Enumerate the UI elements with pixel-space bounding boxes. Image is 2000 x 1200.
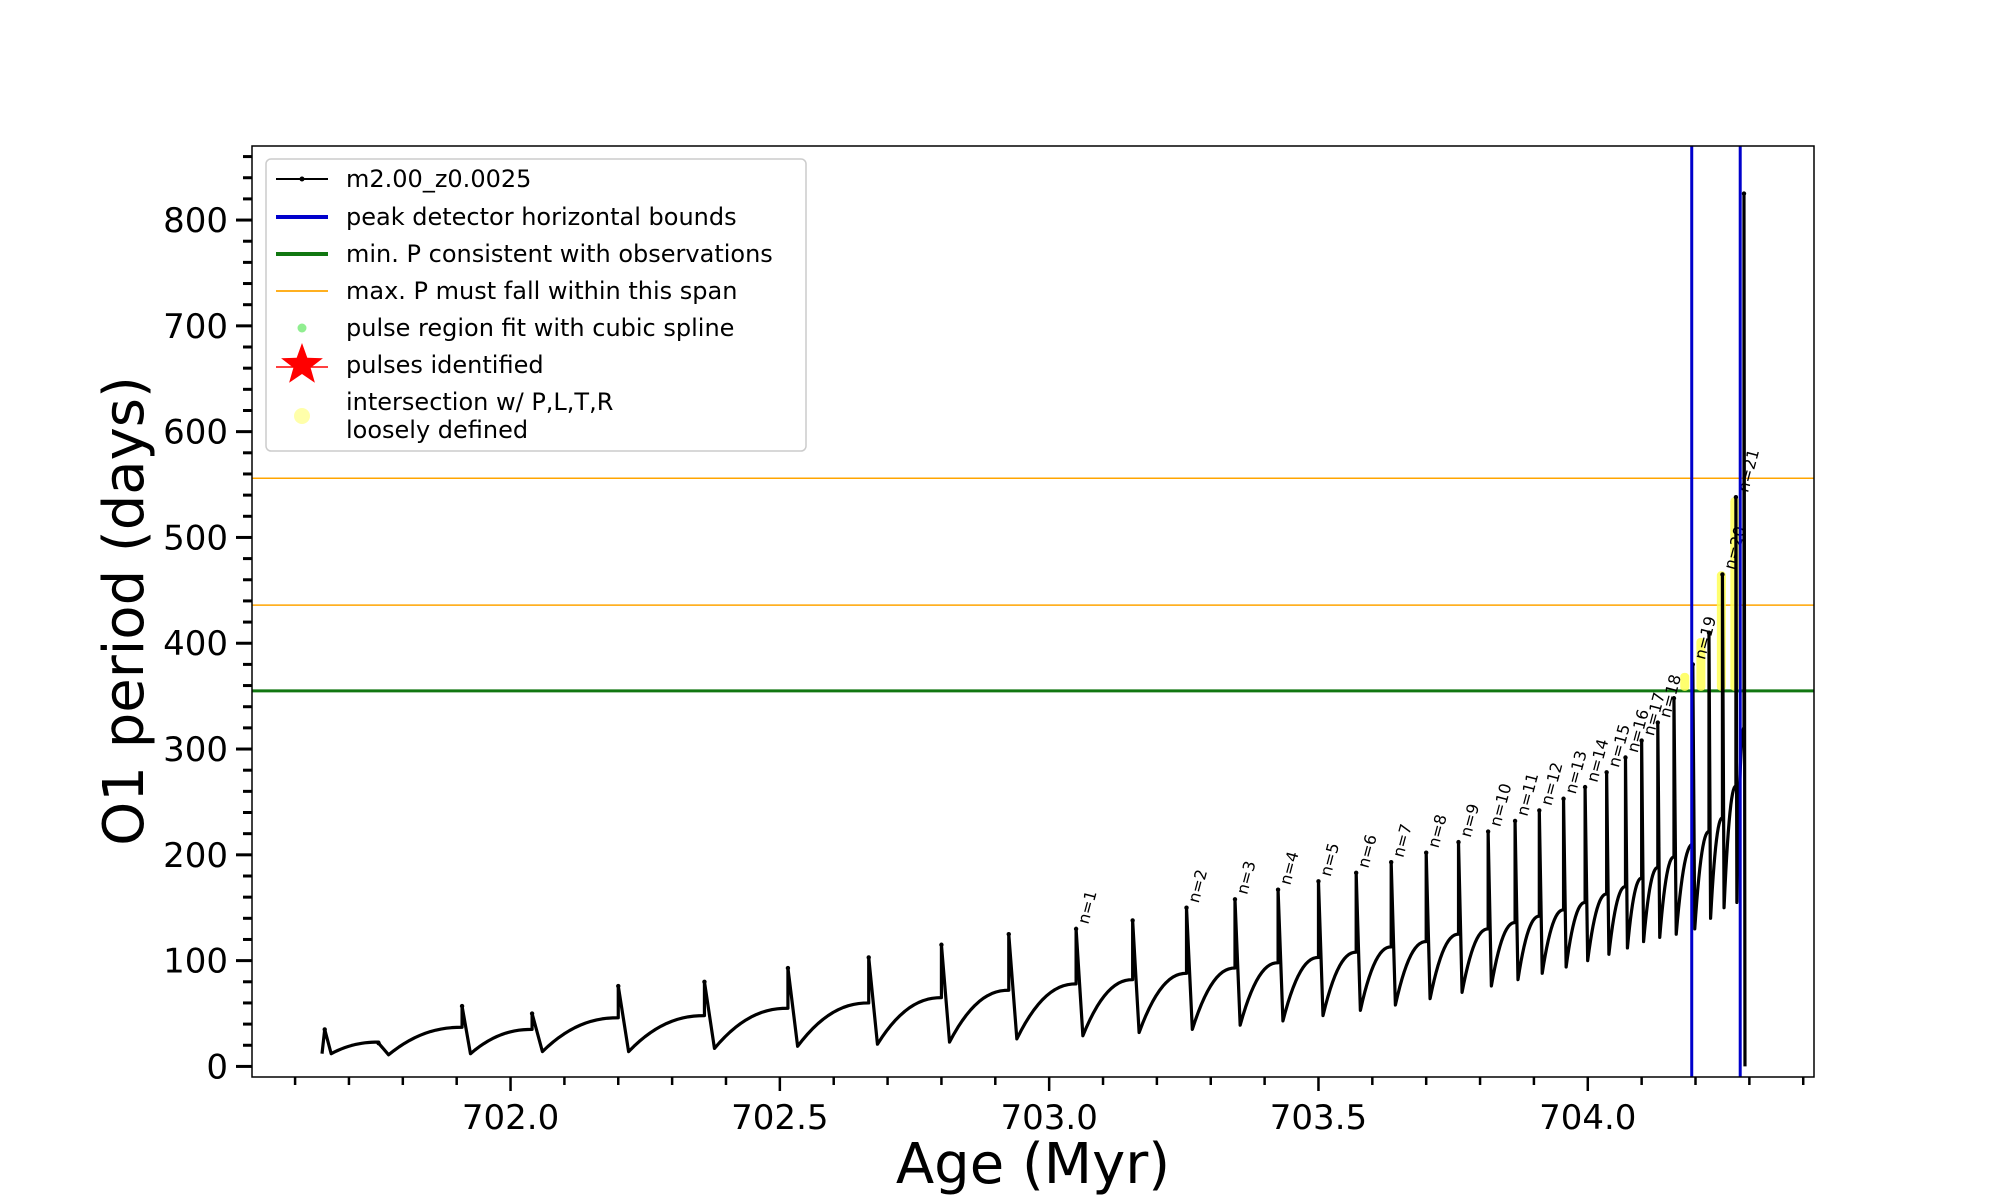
- x-axis-title: Age (Myr): [896, 1132, 1170, 1197]
- pulse-peak-point-11: [1130, 918, 1135, 923]
- pulse-peak-point-33: [1733, 495, 1739, 500]
- highlight-region-1: [1696, 637, 1706, 691]
- pulse-peak-point-34: [1741, 191, 1747, 196]
- x-tick-label-3: 703.5: [1270, 1098, 1367, 1138]
- legend-box: [265, 158, 807, 452]
- y-tick-label-6: 600: [163, 413, 228, 453]
- pulse-peak-point-1: [376, 1040, 381, 1046]
- legend-handle-5: [281, 343, 323, 383]
- highlight-region-0: [1680, 672, 1690, 691]
- pulse-peak-point-16: [1353, 870, 1359, 876]
- legend-label-3: max. P must fall within this span: [346, 277, 737, 305]
- y-tick-label-0: 0: [206, 1047, 228, 1087]
- legend-label-2: min. P consistent with observations: [346, 240, 773, 268]
- pulse-peak-point-28: [1655, 720, 1661, 725]
- pulse-peak-point-14: [1275, 887, 1281, 892]
- pulse-peak-point-19: [1456, 839, 1461, 845]
- pulse-peak-point-0: [322, 1027, 327, 1032]
- y-tick-label-3: 300: [163, 730, 228, 770]
- pulse-peak-point-22: [1537, 808, 1542, 813]
- pulse-peak-point-10: [1073, 926, 1079, 932]
- x-tick-label-4: 704.0: [1539, 1098, 1636, 1138]
- pulse-peak-point-25: [1604, 770, 1609, 775]
- legend-label-0: m2.00_z0.0025: [346, 165, 531, 193]
- legend-label-6: intersection w/ P,L,T,R: [346, 388, 613, 416]
- pulse-peak-point-26: [1623, 755, 1628, 760]
- pulse-peak-point-17: [1388, 860, 1394, 865]
- pulse-peak-point-29: [1671, 696, 1677, 701]
- pulse-peak-point-20: [1485, 829, 1491, 834]
- legend-marker-0: [299, 176, 305, 182]
- legend-label-4: pulse region fit with cubic spline: [346, 314, 734, 342]
- legend-label-1: peak detector horizontal bounds: [346, 203, 737, 231]
- x-tick-label-0: 702.0: [462, 1098, 559, 1138]
- pulse-peak-point-6: [785, 965, 791, 971]
- y-tick-label-8: 800: [163, 201, 228, 241]
- pulse-peak-point-2: [459, 1003, 465, 1009]
- pulse-peak-point-27: [1639, 738, 1644, 743]
- y-tick-label-4: 400: [163, 624, 228, 664]
- legend-label-6-line2: loosely defined: [346, 416, 528, 444]
- y-tick-label-5: 500: [163, 518, 228, 558]
- legend-label-5: pulses identified: [346, 351, 544, 379]
- pulse-peak-point-8: [939, 942, 944, 947]
- legend-handle-4: [297, 323, 307, 333]
- axes: 702.0 702.5 703.0 703.5 704.0 0 100 200 300 400 50…: [163, 155, 1805, 1138]
- pulse-peak-point-7: [866, 955, 871, 960]
- pulse-peak-point-32: [1720, 572, 1725, 577]
- pulse-peak-point-21: [1512, 818, 1518, 824]
- pulse-peak-point-12: [1184, 905, 1189, 910]
- y-tick-label-7: 700: [163, 307, 228, 347]
- pulse-peak-point-3: [529, 1011, 535, 1016]
- x-tick-label-2: 703.0: [1000, 1098, 1097, 1138]
- y-tick-label-1: 100: [163, 942, 228, 982]
- pulse-peak-point-24: [1582, 784, 1588, 790]
- plot-frame: [251, 145, 1815, 1078]
- legend-handle-6: [294, 408, 310, 424]
- pulse-peak-point-31: [1706, 630, 1712, 635]
- pulse-peak-point-13: [1232, 897, 1238, 902]
- x-tick-label-1: 702.5: [731, 1098, 828, 1138]
- pulse-peak-point-18: [1423, 850, 1429, 855]
- pulse-peak-point-23: [1561, 796, 1566, 801]
- pulse-peak-point-9: [1006, 931, 1011, 937]
- pulse-peak-point-5: [702, 979, 707, 984]
- pulse-peak-point-15: [1316, 879, 1321, 884]
- pulse-peak-point-4: [616, 983, 621, 989]
- y-axis-title: O1 period (days): [92, 376, 157, 846]
- y-tick-label-2: 200: [163, 836, 228, 876]
